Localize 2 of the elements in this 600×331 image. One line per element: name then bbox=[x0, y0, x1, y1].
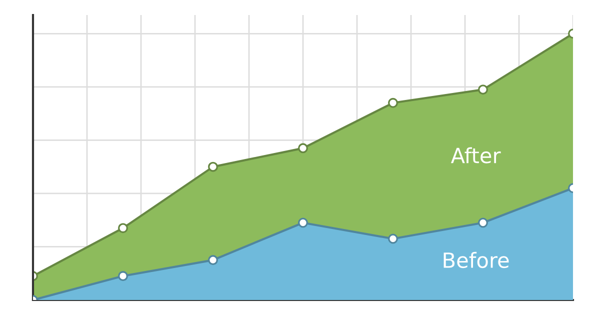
series-label: Before bbox=[444, 252, 509, 268]
series-label: After bbox=[450, 147, 501, 164]
